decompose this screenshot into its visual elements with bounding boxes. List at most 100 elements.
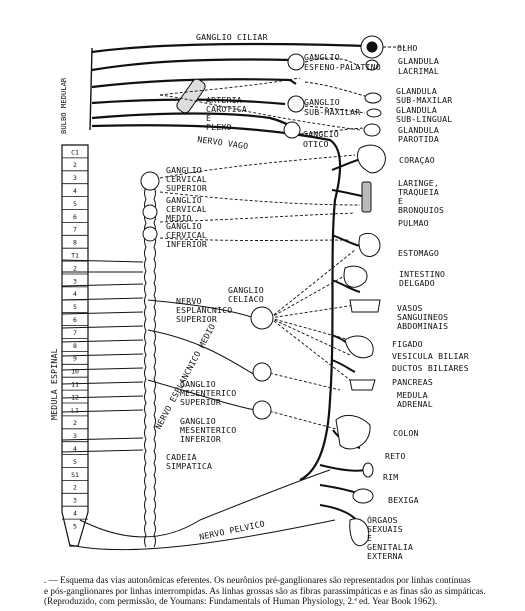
- label-arteria-3: E: [206, 113, 211, 123]
- label-esplancnico-medio: NERVO ESPLANCNICO MEDIO: [153, 322, 217, 431]
- organ-vasos-1: VASOS: [397, 303, 423, 313]
- segment-label: 8: [73, 342, 77, 350]
- segment-label: 9: [73, 355, 77, 363]
- segment-label: 11: [71, 380, 79, 388]
- segment-label: 5: [73, 458, 77, 466]
- label-nervo-vago: NERVO VAGO: [197, 134, 249, 151]
- organ-reto: RETO: [385, 451, 406, 461]
- organ-laringe-2: TRAQUEIA: [398, 187, 439, 197]
- organ-orgaos-4: GENITALIA: [367, 542, 413, 552]
- label-ganglio-otico-1: GANGLIO: [303, 129, 339, 139]
- organ-rim: RIM: [383, 472, 398, 482]
- segment-label: 2: [73, 419, 77, 427]
- organ-vesicula: VESICULA BILIAR: [392, 351, 469, 361]
- segment-label: 8: [73, 239, 77, 247]
- segment-label: 6: [73, 316, 77, 324]
- organ-submax-2: SUB-MAXILAR: [396, 95, 452, 105]
- label-cerv-sup-1: GANGLIO: [166, 165, 202, 175]
- organ-bexiga: BEXIGA: [388, 495, 419, 505]
- organ-subling-1: GLANDULA: [396, 105, 437, 115]
- caption-line-2: e pós-ganglionares por linhas interrompi…: [44, 585, 486, 596]
- caption-line-3: (Reproduzido, com permissão, de Youmans:…: [44, 596, 438, 607]
- label-cadeia-1: CADEIA: [166, 452, 197, 462]
- label-esplancnico-sup-1: NERVO: [176, 296, 202, 306]
- label-ganglio-esfeno-2: ESFENO-PALATINO: [304, 62, 381, 72]
- label-ganglio-otico-2: OTICO: [303, 139, 329, 149]
- organ-orgaos-2: SEXUAIS: [367, 524, 403, 534]
- label-cerv-sup-3: SUPERIOR: [166, 183, 207, 193]
- organ-figado: FIGADO: [392, 339, 423, 349]
- segment-label: 3: [73, 432, 77, 440]
- organ-olho: OLHO: [397, 43, 418, 53]
- organ-coracao: CORAÇAO: [399, 155, 435, 165]
- label-cerv-inf-1: GANGLIO: [166, 221, 202, 231]
- segment-label: 7: [73, 226, 77, 234]
- label-mes-inf-3: INFERIOR: [180, 434, 221, 444]
- diagram-labels: GANGLIO CILIAR GANGLIO ESFENO-PALATINO G…: [49, 32, 381, 542]
- cervical-ganglion: [142, 204, 158, 220]
- label-esplancnico-sup-3: SUPERIOR: [176, 314, 217, 324]
- segment-label: T1: [71, 251, 79, 259]
- organ-orgaos-5: EXTERNA: [367, 551, 403, 561]
- label-nervo-pelvico: NERVO PELVICO: [198, 518, 265, 542]
- segment-label: 3: [73, 174, 77, 182]
- organ-parotida-2: PAROTIDA: [398, 134, 439, 144]
- organ-medula-adrenal-1: MEDULA: [397, 390, 428, 400]
- label-cerv-inf-2: CERVICAL: [166, 230, 207, 240]
- organ-orgaos-1: ÓRGAOS: [367, 514, 398, 525]
- organ-vasos-2: SANGUINEOS: [397, 312, 448, 322]
- segment-label: 5: [73, 200, 77, 208]
- segment-label: 2: [73, 264, 77, 272]
- postganglionic-sympathetic: [159, 77, 361, 431]
- organ-pulmao: PULMAO: [398, 218, 429, 228]
- label-mes-sup-2: MESENTERICO: [180, 388, 236, 398]
- label-cerv-med-3: MEDIO: [166, 213, 192, 223]
- segment-label: 4: [73, 290, 77, 298]
- caption-line-1: . — Esquema das vias autonômicas eferent…: [44, 575, 471, 585]
- label-ganglio-sub-1: GANGLIO: [304, 97, 340, 107]
- label-cadeia-2: SIMPATICA: [166, 461, 212, 471]
- cervical-ganglion: [140, 171, 160, 191]
- label-arteria-1: ARTERIA: [206, 95, 242, 105]
- cervical-ganglion: [142, 226, 158, 242]
- organ-ductos: DUCTOS BILIARES: [392, 363, 469, 373]
- segment-label: 4: [73, 509, 77, 517]
- segment-label: 5: [73, 303, 77, 311]
- organ-parotida-1: GLANDULA: [398, 125, 439, 135]
- organ-intestino-2: DELGADO: [399, 278, 435, 288]
- segment-label: 3: [73, 277, 77, 285]
- label-cerv-med-2: CERVICAL: [166, 204, 207, 214]
- label-ganglio-ciliar: GANGLIO CILIAR: [196, 32, 268, 42]
- label-ganglio-esfeno-1: GANGLIO: [304, 52, 340, 62]
- organ-laringe-3: E: [398, 196, 403, 206]
- organ-lacrimal-1: GLANDULA: [398, 56, 439, 66]
- label-cerv-med-1: GANGLIO: [166, 195, 202, 205]
- abdominal-ganglia: [250, 306, 274, 420]
- label-ganglio-sub-2: SUB-MAXILAR: [304, 107, 360, 117]
- organ-icons: [335, 59, 386, 547]
- label-mes-inf-2: MESENTERICO: [180, 425, 236, 435]
- segment-label: 2: [73, 161, 77, 169]
- label-esplancnico-sup-2: ESPLANCNICO: [176, 305, 232, 315]
- label-mes-sup-3: SUPERIOR: [180, 397, 221, 407]
- organ-colon: COLON: [393, 428, 419, 438]
- label-bulbo: BULBO MEDULAR: [59, 77, 68, 134]
- figure-caption: . — Esquema das vias autonômicas eferent…: [44, 575, 514, 607]
- organ-subling-2: SUB-LINGUAL: [396, 114, 452, 124]
- segment-label: 5: [73, 522, 77, 530]
- organ-medula-adrenal-2: ADRENAL: [397, 399, 433, 409]
- organ-submax-1: GLANDULA: [396, 86, 437, 96]
- segment-label: L1: [71, 406, 79, 414]
- cranial-ganglia: [176, 35, 384, 139]
- organ-labels: OLHO GLANDULA LACRIMAL GLANDULA SUB-MAXI…: [367, 43, 469, 561]
- label-arteria-4: PLEXO: [206, 122, 232, 132]
- label-cerv-sup-2: CERVICAL: [166, 174, 207, 184]
- organ-lacrimal-2: LACRIMAL: [398, 66, 439, 76]
- segment-label: 10: [71, 368, 79, 376]
- sympathetic-fibers: [61, 259, 336, 551]
- label-cerv-inf-3: INFERIOR: [166, 239, 207, 249]
- label-arteria-2: CAROTICA: [206, 104, 247, 114]
- postganglionic-cranial: [299, 46, 405, 135]
- organ-estomago: ESTOMAGO: [398, 248, 439, 258]
